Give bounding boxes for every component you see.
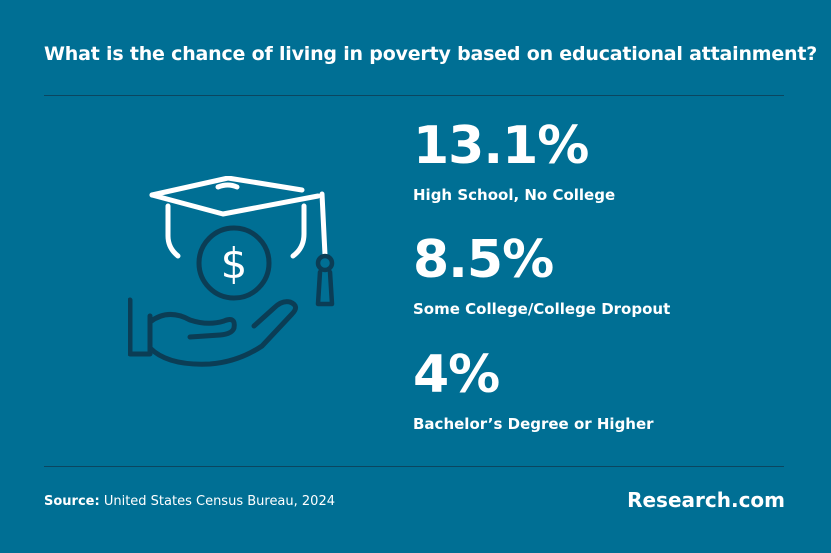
stat-value: 8.5% [413,230,554,290]
stat-some-college: 8.5% Some College/College Dropout [413,234,670,318]
bottom-divider [44,466,784,467]
stat-label: Some College/College Dropout [413,300,671,318]
stat-label: Bachelor’s Degree or Higher [413,415,654,433]
hand-icon [128,297,298,367]
coin-icon [196,225,272,301]
stat-high-school: 13.1% High School, No College [413,120,615,204]
brand-logo: Research.com [627,488,785,512]
graduation-cap-money-hand-icon: $ [128,176,335,367]
stat-value: 13.1% [413,116,589,176]
stat-value: 4% [413,345,500,405]
tassel-icon [315,253,335,307]
top-divider [44,95,784,96]
mortarboard-icon [149,176,328,259]
source-note: Source: United States Census Bureau, 202… [44,494,335,509]
stat-label: High School, No College [413,186,616,204]
chart-title: What is the chance of living in poverty … [44,43,818,65]
dollar-symbol: $ [221,239,248,288]
stat-bachelors: 4% Bachelor’s Degree or Higher [413,349,654,433]
source-label: Source: [44,494,100,509]
source-text: United States Census Bureau, 2024 [103,494,335,509]
